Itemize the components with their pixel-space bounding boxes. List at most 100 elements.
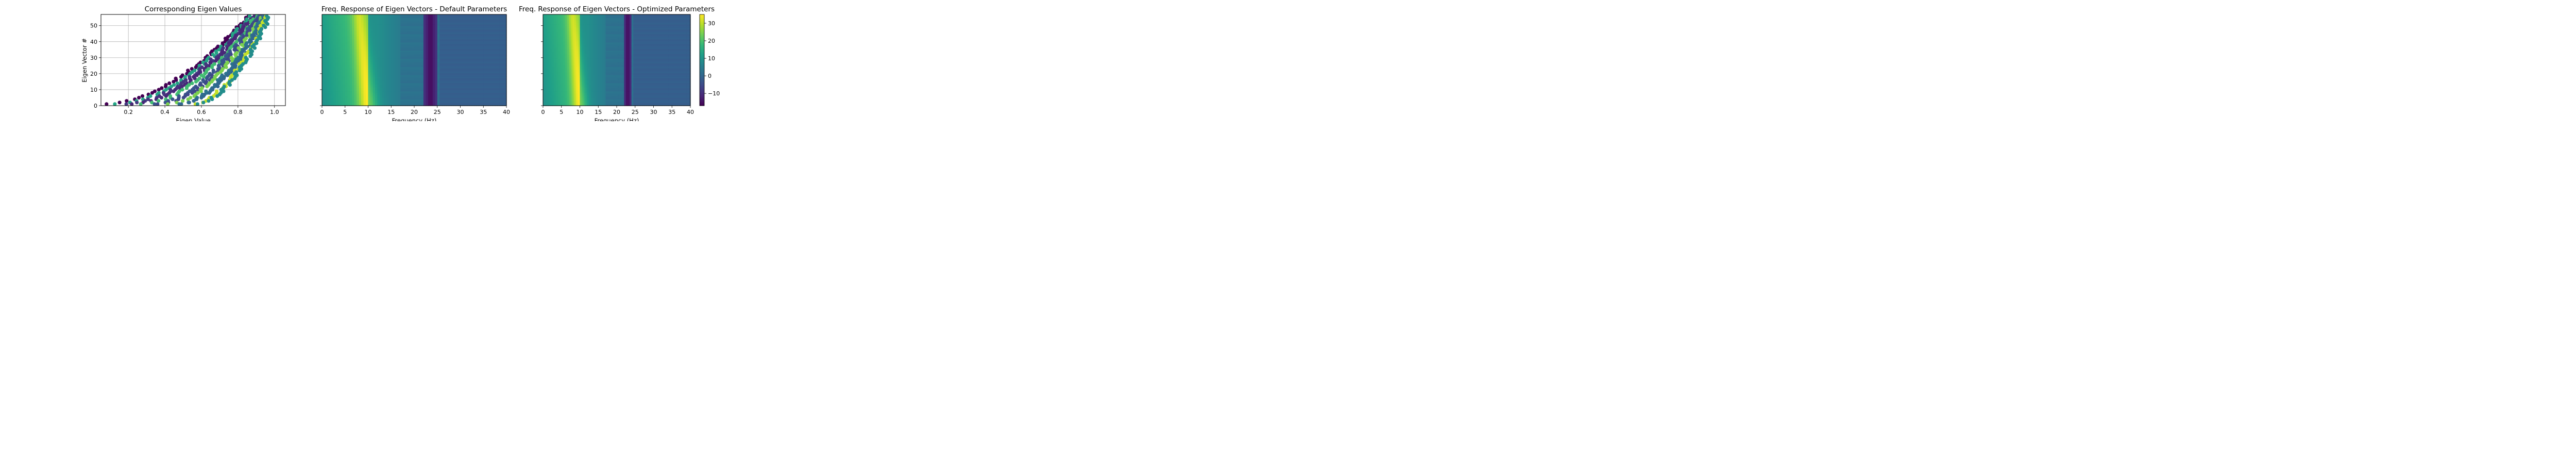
heatmap-cell bbox=[338, 73, 341, 75]
heatmap-cell bbox=[379, 21, 382, 23]
heatmap-cell bbox=[485, 58, 488, 61]
heatmap-cell bbox=[504, 27, 507, 30]
heatmap-cell bbox=[483, 88, 486, 90]
heatmap-cell bbox=[410, 37, 413, 40]
heatmap-cell bbox=[384, 81, 387, 84]
heatmap-cell bbox=[398, 24, 401, 26]
heatmap-cell bbox=[418, 84, 422, 87]
heatmap-cell bbox=[485, 99, 488, 102]
heatmap-cell bbox=[414, 67, 417, 69]
heatmap-cell bbox=[428, 99, 431, 102]
heatmap-cell bbox=[354, 30, 357, 33]
heatmap-cell bbox=[331, 91, 334, 93]
heatmap-cell bbox=[345, 102, 348, 105]
heatmap-cell bbox=[499, 97, 502, 100]
heatmap-cell bbox=[384, 52, 387, 54]
heatmap-cell bbox=[418, 47, 422, 49]
heatmap-cell bbox=[458, 79, 461, 82]
heatmap-cell bbox=[435, 92, 438, 95]
heatmap-cell bbox=[490, 94, 493, 96]
heatmap-cell bbox=[449, 86, 452, 88]
heatmap-cell bbox=[444, 60, 447, 62]
heatmap-cell bbox=[502, 71, 505, 74]
heatmap-cell bbox=[396, 53, 399, 56]
heatmap-cell bbox=[333, 32, 336, 35]
heatmap-cell bbox=[439, 63, 443, 65]
heatmap-cell bbox=[455, 52, 459, 54]
heatmap-cell bbox=[361, 78, 364, 80]
heatmap-cell bbox=[497, 79, 500, 82]
heatmap-cell bbox=[349, 99, 352, 102]
heatmap-cell bbox=[370, 88, 374, 90]
heatmap-cell bbox=[502, 40, 505, 43]
heatmap-cell bbox=[493, 99, 496, 102]
heatmap-cell bbox=[414, 24, 417, 26]
heatmap-cell bbox=[352, 27, 355, 30]
heatmap-cell bbox=[504, 19, 507, 22]
heatmap-cell bbox=[386, 68, 389, 71]
heatmap-cell bbox=[347, 74, 350, 77]
heatmap-cell bbox=[340, 34, 343, 36]
heatmap-cell bbox=[423, 26, 426, 28]
heatmap-cell bbox=[488, 22, 491, 25]
heatmap-cell bbox=[428, 48, 431, 51]
heatmap-cell bbox=[402, 63, 405, 65]
heatmap-cell bbox=[402, 88, 405, 90]
heatmap-cell bbox=[386, 18, 389, 20]
heatmap-cell bbox=[361, 74, 364, 77]
heatmap-cell bbox=[471, 91, 474, 93]
heatmap-cell bbox=[393, 76, 396, 78]
heatmap-cell bbox=[430, 102, 433, 105]
heatmap-cell bbox=[469, 45, 472, 47]
heatmap-cell bbox=[361, 61, 364, 64]
heatmap-cell bbox=[499, 94, 502, 96]
heatmap-cell bbox=[444, 79, 447, 82]
heatmap-cell bbox=[495, 70, 498, 72]
heatmap-cell bbox=[377, 101, 380, 103]
heatmap-cell bbox=[402, 82, 405, 85]
heatmap-cell bbox=[483, 39, 486, 41]
heatmap-cell bbox=[326, 53, 330, 56]
heatmap-cell bbox=[329, 82, 332, 85]
heatmap-cell bbox=[398, 89, 401, 92]
heatmap-cell bbox=[465, 36, 468, 38]
heatmap-cell bbox=[393, 53, 396, 56]
heatmap-cell bbox=[451, 67, 454, 69]
heatmap-cell bbox=[426, 36, 429, 38]
heatmap-cell bbox=[400, 47, 403, 49]
heatmap-cell bbox=[368, 89, 371, 92]
heatmap-cell bbox=[338, 30, 341, 33]
heatmap-cell bbox=[322, 53, 325, 56]
heatmap-cell bbox=[462, 58, 466, 61]
heatmap-cell bbox=[423, 27, 426, 30]
heatmap-cell bbox=[398, 91, 401, 93]
heatmap-cell bbox=[347, 101, 350, 103]
heatmap-cell bbox=[398, 37, 401, 40]
heatmap-cell bbox=[471, 102, 474, 105]
heatmap-cell bbox=[465, 99, 468, 102]
heatmap-cell bbox=[495, 45, 498, 47]
heatmap-cell bbox=[405, 102, 408, 105]
heatmap-cell bbox=[458, 89, 461, 92]
heatmap-cell bbox=[340, 61, 343, 64]
heatmap-cell bbox=[467, 24, 470, 26]
heatmap-cell bbox=[497, 81, 500, 84]
heatmap-cell bbox=[428, 19, 431, 22]
heatmap-cell bbox=[402, 89, 405, 92]
heatmap-cell bbox=[421, 43, 424, 46]
heatmap-cell bbox=[474, 32, 477, 35]
heatmap-cell bbox=[326, 39, 330, 41]
heatmap-cell bbox=[412, 89, 415, 92]
heatmap-cell bbox=[437, 64, 440, 67]
heatmap-cell bbox=[460, 55, 463, 57]
heatmap-cell bbox=[384, 58, 387, 61]
heatmap-cell bbox=[426, 40, 429, 43]
heatmap-cell bbox=[410, 48, 413, 51]
heatmap-cell bbox=[372, 32, 376, 35]
heatmap-cell bbox=[416, 81, 419, 84]
heatmap-cell bbox=[481, 88, 484, 90]
heatmap-cell bbox=[388, 88, 392, 90]
heatmap-cell bbox=[469, 47, 472, 49]
heatmap-cell bbox=[349, 18, 352, 20]
heatmap-cell bbox=[465, 82, 468, 85]
